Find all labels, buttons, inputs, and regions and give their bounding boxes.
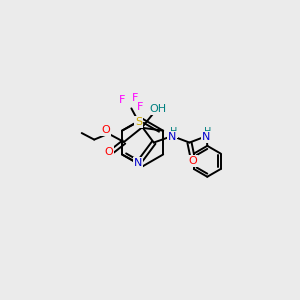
Text: H: H [170, 128, 177, 137]
Text: N: N [134, 158, 142, 168]
Text: H: H [204, 128, 211, 137]
Text: H: H [148, 111, 149, 112]
Text: F: F [132, 93, 138, 103]
Text: F: F [136, 102, 143, 112]
Text: N: N [168, 132, 176, 142]
Text: O: O [104, 147, 113, 158]
Text: O: O [188, 156, 197, 166]
Text: N: N [202, 132, 211, 142]
Text: S: S [135, 117, 142, 127]
Text: OH: OH [150, 104, 167, 114]
Text: O: O [101, 125, 110, 135]
Text: F: F [119, 95, 126, 105]
